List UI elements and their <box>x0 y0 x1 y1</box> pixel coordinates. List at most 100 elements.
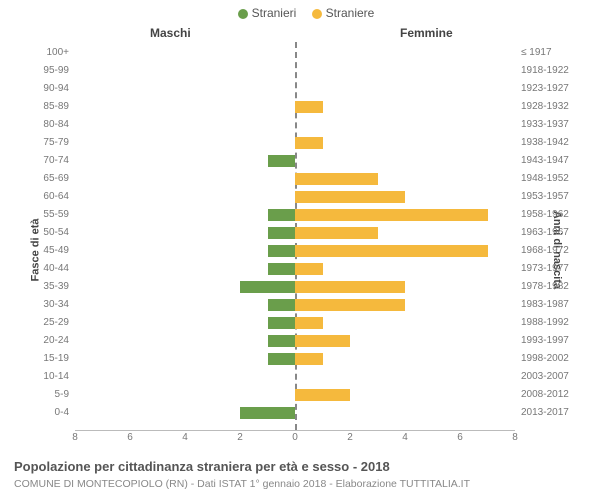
bar-female <box>295 317 323 329</box>
bar-female <box>295 353 323 365</box>
birth-year-label: 1978-1982 <box>521 278 569 296</box>
age-row: 80-841933-1937 <box>75 116 515 134</box>
legend-swatch-female <box>312 9 322 19</box>
birth-year-label: 1953-1957 <box>521 188 569 206</box>
bar-female <box>295 209 488 221</box>
birth-year-label: 2003-2007 <box>521 368 569 386</box>
bar-male <box>240 281 295 293</box>
bar-male <box>268 317 296 329</box>
birth-year-label: 1933-1937 <box>521 116 569 134</box>
birth-year-label: 1988-1992 <box>521 314 569 332</box>
birth-year-label: 1968-1972 <box>521 242 569 260</box>
xaxis-tick: 4 <box>182 432 188 443</box>
bar-female <box>295 137 323 149</box>
birth-year-label: 1928-1932 <box>521 98 569 116</box>
age-row: 70-741943-1947 <box>75 152 515 170</box>
bar-male <box>268 245 296 257</box>
xaxis-line <box>75 430 515 431</box>
age-label: 35-39 <box>43 278 69 296</box>
age-row: 55-591958-1962 <box>75 206 515 224</box>
birth-year-label: 1918-1922 <box>521 62 569 80</box>
birth-year-label: 2008-2012 <box>521 386 569 404</box>
age-row: 25-291988-1992 <box>75 314 515 332</box>
bar-female <box>295 101 323 113</box>
xaxis-tick: 4 <box>402 432 408 443</box>
age-row: 90-941923-1927 <box>75 80 515 98</box>
birth-year-label: 1943-1947 <box>521 152 569 170</box>
age-label: 45-49 <box>43 242 69 260</box>
xaxis-tick: 6 <box>457 432 463 443</box>
plot-area: 100+≤ 191795-991918-192290-941923-192785… <box>75 42 515 430</box>
age-row: 60-641953-1957 <box>75 188 515 206</box>
age-label: 40-44 <box>43 260 69 278</box>
birth-year-label: 1983-1987 <box>521 296 569 314</box>
bar-male <box>268 227 296 239</box>
xaxis: 864202468 <box>75 432 515 446</box>
age-row: 100+≤ 1917 <box>75 44 515 62</box>
yaxis-left-title: Fasce di età <box>29 219 41 282</box>
bar-male <box>268 353 296 365</box>
xaxis-tick: 0 <box>292 432 298 443</box>
birth-year-label: 1923-1927 <box>521 80 569 98</box>
bar-female <box>295 173 378 185</box>
age-label: 95-99 <box>43 62 69 80</box>
xaxis-tick: 8 <box>512 432 518 443</box>
age-row: 75-791938-1942 <box>75 134 515 152</box>
age-row: 65-691948-1952 <box>75 170 515 188</box>
age-label: 10-14 <box>43 368 69 386</box>
age-row: 15-191998-2002 <box>75 350 515 368</box>
birth-year-label: 1958-1962 <box>521 206 569 224</box>
age-label: 0-4 <box>55 404 69 422</box>
bar-female <box>295 245 488 257</box>
legend-label-female: Straniere <box>326 6 375 20</box>
age-label: 5-9 <box>55 386 69 404</box>
chart-subtitle: COMUNE DI MONTECOPIOLO (RN) - Dati ISTAT… <box>14 478 470 490</box>
age-row: 50-541963-1967 <box>75 224 515 242</box>
bar-male <box>268 335 296 347</box>
age-row: 40-441973-1977 <box>75 260 515 278</box>
birth-year-label: 1963-1967 <box>521 224 569 242</box>
bar-female <box>295 281 405 293</box>
legend-label-male: Stranieri <box>252 6 297 20</box>
age-label: 85-89 <box>43 98 69 116</box>
legend: Stranieri Straniere <box>0 6 600 20</box>
bar-male <box>268 155 296 167</box>
age-label: 50-54 <box>43 224 69 242</box>
bar-female <box>295 227 378 239</box>
birth-year-label: 2013-2017 <box>521 404 569 422</box>
age-label: 70-74 <box>43 152 69 170</box>
age-row: 35-391978-1982 <box>75 278 515 296</box>
bar-male <box>268 209 296 221</box>
birth-year-label: 1938-1942 <box>521 134 569 152</box>
birth-year-label: 1998-2002 <box>521 350 569 368</box>
age-label: 100+ <box>46 44 69 62</box>
age-row: 85-891928-1932 <box>75 98 515 116</box>
bar-female <box>295 389 350 401</box>
column-title-male: Maschi <box>150 26 191 40</box>
age-row: 30-341983-1987 <box>75 296 515 314</box>
age-row: 95-991918-1922 <box>75 62 515 80</box>
age-label: 20-24 <box>43 332 69 350</box>
bar-female <box>295 191 405 203</box>
xaxis-tick: 8 <box>72 432 78 443</box>
bar-male <box>268 299 296 311</box>
xaxis-tick: 2 <box>347 432 353 443</box>
birth-year-label: 1973-1977 <box>521 260 569 278</box>
birth-year-label: 1948-1952 <box>521 170 569 188</box>
birth-year-label: ≤ 1917 <box>521 44 552 62</box>
legend-swatch-male <box>238 9 248 19</box>
birth-year-label: 1993-1997 <box>521 332 569 350</box>
age-label: 15-19 <box>43 350 69 368</box>
age-label: 90-94 <box>43 80 69 98</box>
age-label: 55-59 <box>43 206 69 224</box>
age-label: 60-64 <box>43 188 69 206</box>
bar-female <box>295 335 350 347</box>
age-row: 45-491968-1972 <box>75 242 515 260</box>
bar-female <box>295 299 405 311</box>
population-pyramid-chart: Stranieri Straniere Maschi Femmine Fasce… <box>0 0 600 500</box>
xaxis-tick: 2 <box>237 432 243 443</box>
age-row: 10-142003-2007 <box>75 368 515 386</box>
age-row: 5-92008-2012 <box>75 386 515 404</box>
bar-female <box>295 263 323 275</box>
bar-male <box>240 407 295 419</box>
